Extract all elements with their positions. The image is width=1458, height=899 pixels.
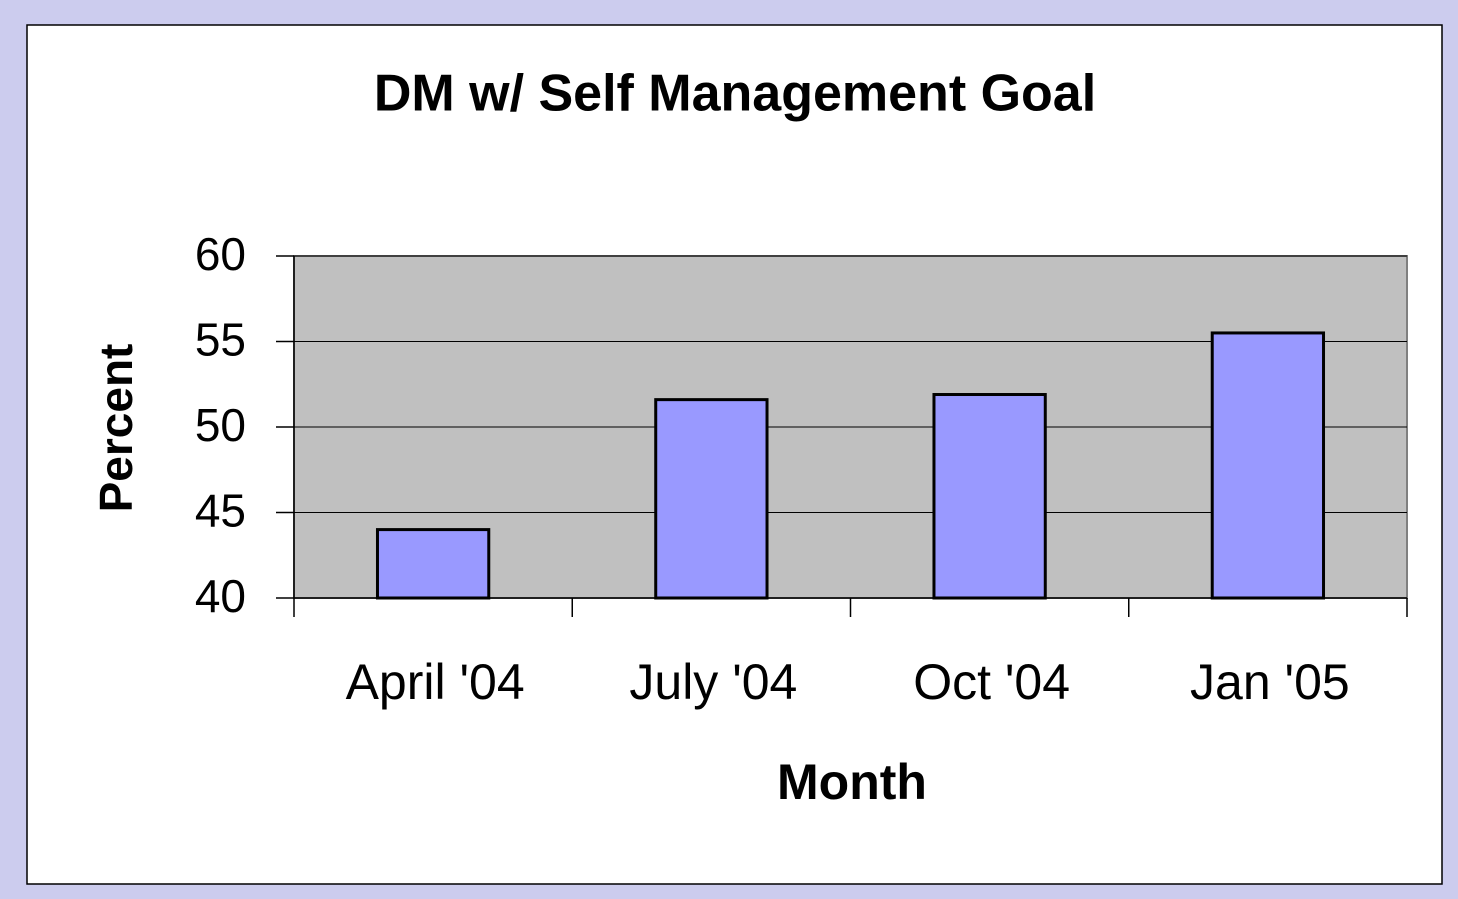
bar xyxy=(932,393,1047,600)
x-axis-label: Month xyxy=(777,754,927,810)
bar xyxy=(1210,331,1326,600)
y-tick-label: 45 xyxy=(195,485,246,537)
chart-title: DM w/ Self Management Goal xyxy=(374,65,1096,123)
y-tick-label: 55 xyxy=(195,314,246,366)
bar xyxy=(375,528,491,600)
y-tick-label: 50 xyxy=(195,399,246,451)
x-tick-label: Jan '05 xyxy=(1190,654,1350,710)
x-tick-label: July '04 xyxy=(629,654,797,710)
x-tick-label: April '04 xyxy=(346,654,525,710)
y-tick-label: 60 xyxy=(195,228,246,280)
bar xyxy=(654,398,769,600)
y-tick-label: 40 xyxy=(195,570,246,622)
x-tick-label: Oct '04 xyxy=(913,654,1070,710)
y-axis-label: Percent xyxy=(90,344,142,513)
